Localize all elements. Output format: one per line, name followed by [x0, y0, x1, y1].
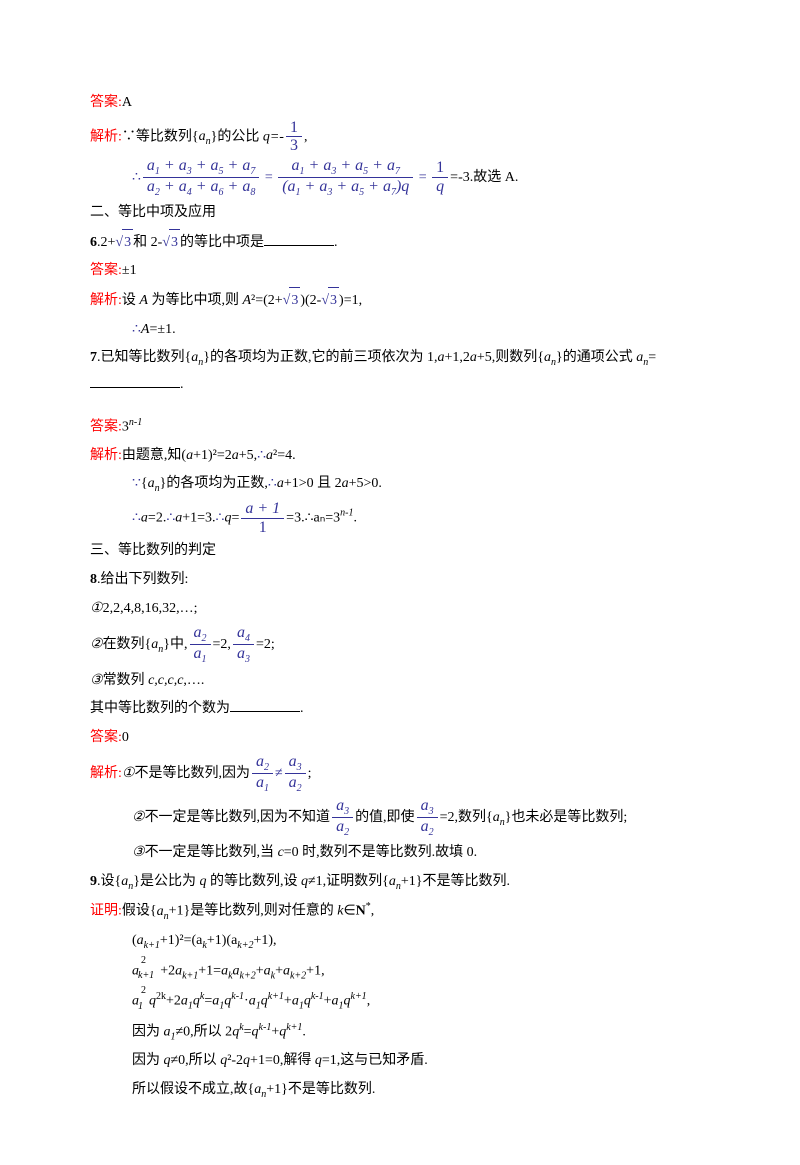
q7-al2: ∵{an}的各项均为正数,∴a+1>0 且 2a+5>0.	[132, 471, 710, 498]
frac-1-q: 1q	[432, 159, 448, 195]
answer-label: 答案:	[90, 95, 122, 110]
q6-analysis-line1: 解析:设 A 为等比中项,则 A²=(2+√3)(2-√3)=1,	[90, 287, 710, 315]
q8-item2: ②在数列{an}中,a2a1=2,a4a3=2;	[90, 624, 710, 665]
fill-blank	[230, 699, 300, 713]
q8-item4: 其中等比数列的个数为.	[90, 696, 710, 723]
q6-answer: 答案:±1	[90, 258, 710, 285]
q7-al3: ∴a=2.∴a+1=3.∴q=a + 11=3.∴aₙ=3n-1.	[132, 500, 710, 536]
q5-analysis-line1: 解析:∵等比数列{an}的公比 q=-13,	[90, 119, 710, 155]
q8-al1: 解析:①不是等比数列,因为a2a1≠a3a2;	[90, 753, 710, 794]
fill-blank	[90, 374, 180, 388]
frac-1-3: 13	[286, 119, 302, 155]
q5-analysis-line2: ∴ a1 + a3 + a5 + a7 a2 + a4 + a6 + a8 = …	[132, 157, 710, 198]
q8-item3: ③常数列 c,c,c,c,….	[90, 668, 710, 695]
analysis-label: 解析:	[90, 129, 122, 144]
q6-analysis-line2: ∴A=±1.	[132, 317, 710, 344]
q7-question: 7.已知等比数列{an}的各项均为正数,它的前三项依次为 1,a+1,2a+5,…	[90, 345, 710, 398]
q9-l5: 因为 q≠0,所以 q²-2q+1=0,解得 q=1,这与已知矛盾.	[132, 1048, 710, 1075]
section2-title: 二、等比中项及应用	[90, 200, 710, 227]
q9-l2: a2k+1+2ak+1+1=akak+2+ak+ak+2+1,	[132, 957, 710, 985]
q7-al1: 解析:由题意,知(a+1)²=2a+5,∴a²=4.	[90, 443, 710, 470]
q5-answer-value: A	[122, 95, 132, 110]
q5-bigfrac-right: a1 + a3 + a5 + a7 (a1 + a3 + a5 + a7)q	[278, 157, 413, 198]
q9-proof-line1: 证明:假设{an+1}是等比数列,则对任意的 k∈N*,	[90, 897, 710, 925]
q5-bigfrac-left: a1 + a3 + a5 + a7 a2 + a4 + a6 + a8	[143, 157, 259, 198]
q6-question: 6.2+√3和 2-√3的等比中项是.	[90, 229, 710, 257]
q9-question: 9.设{an}是公比为 q 的等比数列,设 q≠1,证明数列{an+1}不是等比…	[90, 869, 710, 896]
fill-blank	[264, 232, 334, 246]
q8-al3: ③不一定是等比数列,当 c=0 时,数列不是等比数列.故填 0.	[132, 840, 710, 867]
q9-l3: a21q2k+2a1qk=a1qk-1·a1qk+1+a1qk-1+a1qk+1…	[132, 987, 710, 1015]
q8-question: 8.给出下列数列:	[90, 567, 710, 594]
section3-title: 三、等比数列的判定	[90, 538, 710, 565]
q5-answer: 答案:A	[90, 90, 710, 117]
q8-item1: ①2,2,4,8,16,32,…;	[90, 596, 710, 623]
q9-l1: (ak+1+1)²=(ak+1)(ak+2+1),	[132, 928, 710, 955]
q9-l4: 因为 a1≠0,所以 2qk=qk-1+qk+1.	[132, 1018, 710, 1046]
q8-al2: ②不一定是等比数列,因为不知道a3a2的值,即使a3a2=2,数列{an}也未必…	[132, 797, 710, 838]
q7-answer: 答案:3n-1	[90, 413, 710, 441]
q8-answer: 答案:0	[90, 725, 710, 752]
q9-l6: 所以假设不成立,故{an+1}不是等比数列.	[132, 1077, 710, 1104]
frac-a1-1: a + 11	[241, 500, 284, 536]
